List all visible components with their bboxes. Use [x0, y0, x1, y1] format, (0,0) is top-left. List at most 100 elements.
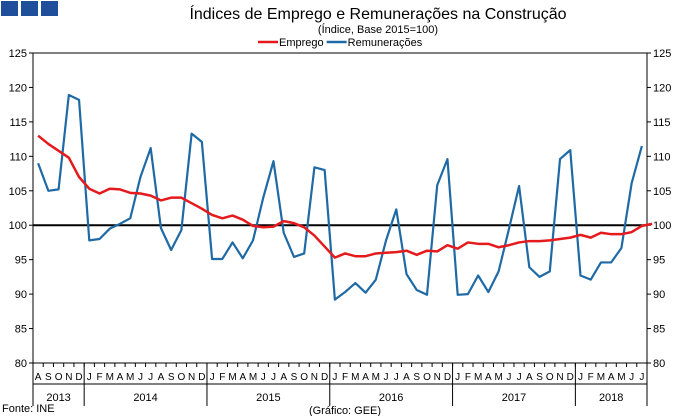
x-month-label: M — [474, 372, 482, 383]
year-label: 2016 — [379, 392, 403, 404]
x-month-label: J — [506, 372, 511, 383]
y-tick-label-left: 120 — [9, 82, 27, 94]
x-month-label: F — [219, 372, 225, 383]
x-month-label: O — [546, 372, 554, 383]
x-month-label: D — [444, 372, 451, 383]
x-month-label: A — [280, 372, 287, 383]
y-tick-label-left: 105 — [9, 186, 27, 198]
x-month-label: D — [321, 372, 328, 383]
x-month-label: J — [261, 372, 266, 383]
x-month-label: J — [578, 372, 583, 383]
x-month-label: O — [177, 372, 185, 383]
year-label: 2017 — [502, 392, 526, 404]
year-label: 2015 — [256, 392, 280, 404]
y-tick-label-left: 90 — [15, 289, 27, 301]
x-month-label: N — [188, 372, 195, 383]
credit-note: (Gráfico: GEE) — [309, 405, 381, 416]
x-month-label: S — [413, 372, 420, 383]
y-tick-label-right: 95 — [653, 255, 665, 267]
x-month-label: S — [536, 372, 543, 383]
x-month-label: A — [403, 372, 410, 383]
y-tick-label-left: 110 — [9, 151, 27, 163]
x-month-label: A — [526, 372, 533, 383]
x-month-label: J — [517, 372, 522, 383]
x-month-label: J — [455, 372, 460, 383]
x-month-label: A — [239, 372, 246, 383]
x-month-label: N — [434, 372, 441, 383]
series-line-emprego — [37, 134, 653, 259]
y-tick-label-left: 85 — [15, 324, 27, 336]
y-tick-label-right: 80 — [653, 358, 665, 370]
x-month-label: M — [372, 372, 380, 383]
y-tick-label-right: 125 — [653, 48, 671, 60]
source-note: Fonte: INE — [2, 403, 55, 415]
x-month-label: O — [300, 372, 308, 383]
x-month-label: J — [87, 372, 92, 383]
x-month-label: M — [106, 372, 114, 383]
year-label: 2018 — [599, 392, 623, 404]
plot-area: 80 80 85 85 90 90 95 95 100 100 105 105 110 110 115 115… — [9, 48, 671, 406]
x-month-label: J — [639, 372, 644, 383]
x-month-label: J — [148, 372, 153, 383]
x-month-label: J — [394, 372, 399, 383]
x-month-label: J — [629, 372, 634, 383]
x-month-label: A — [608, 372, 615, 383]
y-tick-label-left: 100 — [9, 220, 27, 232]
x-month-label: A — [158, 372, 165, 383]
x-month-label: S — [168, 372, 175, 383]
y-tick-label-right: 115 — [653, 117, 671, 129]
x-month-label: N — [311, 372, 318, 383]
y-tick-label-left: 125 — [9, 48, 27, 60]
x-month-label: N — [65, 372, 72, 383]
x-month-label: M — [351, 372, 359, 383]
x-month-label: D — [198, 372, 205, 383]
x-month-label: F — [96, 372, 102, 383]
x-month-label: O — [55, 372, 63, 383]
x-month-label: D — [75, 372, 82, 383]
x-month-label: A — [485, 372, 492, 383]
y-tick-label-right: 105 — [653, 186, 671, 198]
x-month-label: M — [617, 372, 625, 383]
x-month-label: N — [556, 372, 563, 383]
x-month-label: M — [228, 372, 236, 383]
x-month-label: M — [249, 372, 257, 383]
x-month-label: F — [588, 372, 594, 383]
y-tick-label-left: 115 — [9, 117, 27, 129]
chart-subtitle: (Índice, Base 2015=100) — [318, 23, 438, 36]
x-month-label: F — [465, 372, 471, 383]
x-month-label: J — [332, 372, 337, 383]
y-tick-label-right: 100 — [653, 220, 671, 232]
logo-square — [21, 1, 38, 16]
year-label: 2014 — [133, 392, 157, 404]
y-tick-label-left: 95 — [15, 255, 27, 267]
logo-square — [1, 1, 18, 16]
y-tick-label-right: 90 — [653, 289, 665, 301]
x-month-label: S — [45, 372, 52, 383]
x-month-label: J — [384, 372, 389, 383]
y-tick-label-right: 120 — [653, 82, 671, 94]
x-month-label: J — [138, 372, 143, 383]
x-month-label: A — [362, 372, 369, 383]
x-month-label: M — [494, 372, 502, 383]
y-tick-label-right: 110 — [653, 151, 671, 163]
x-month-label: O — [423, 372, 431, 383]
legend-label: Remunerações — [348, 37, 423, 49]
x-month-label: J — [210, 372, 215, 383]
series-line-remunera-es — [37, 93, 643, 301]
logo-square — [41, 1, 58, 16]
x-month-label: S — [291, 372, 298, 383]
x-month-label: M — [597, 372, 605, 383]
y-tick-label-right: 85 — [653, 324, 665, 336]
x-month-label: D — [567, 372, 574, 383]
legend-label: Emprego — [279, 37, 324, 49]
x-month-label: J — [271, 372, 276, 383]
legend: Emprego Remunerações — [258, 37, 423, 49]
x-month-label: M — [126, 372, 134, 383]
year-label: 2013 — [46, 392, 70, 404]
chart-title: Índices de Emprego e Remunerações na Con… — [189, 4, 566, 23]
x-month-label: A — [117, 372, 124, 383]
x-month-label: A — [35, 372, 42, 383]
x-month-label: F — [342, 372, 348, 383]
y-tick-label-left: 80 — [15, 358, 27, 370]
